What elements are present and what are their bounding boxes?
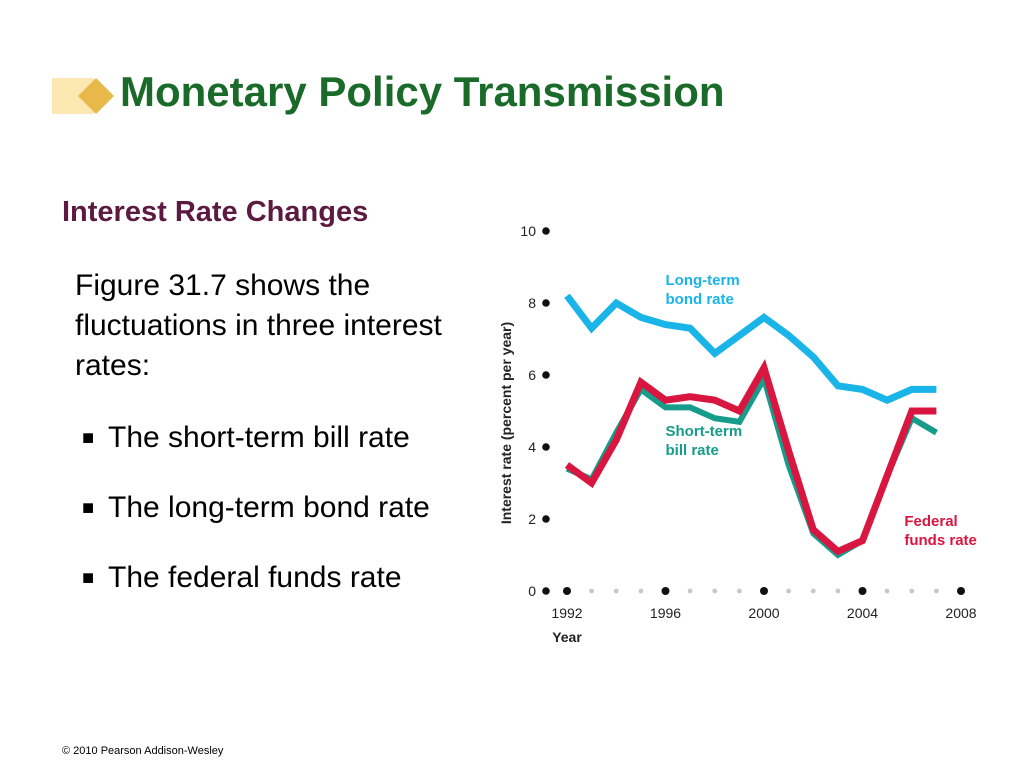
x-minor-dot [712,588,718,594]
y-tick-dot [542,515,550,523]
bullet-list: ■ The short-term bill rate ■ The long-te… [82,418,430,628]
series-label: bill rate [666,442,719,459]
x-tick-label: 2008 [945,605,976,621]
series-label: Long-term [666,272,740,289]
x-minor-dot [884,588,890,594]
series-label: Short-term [666,423,743,440]
series-label: bond rate [666,291,734,308]
bullet-item: ■ The short-term bill rate [82,418,430,488]
y-tick-dot [542,227,550,235]
x-minor-dot [589,588,595,594]
x-tick-dot [563,587,571,595]
y-tick-label: 8 [528,295,536,311]
y-tick-label: 6 [528,367,536,383]
x-tick-label: 2000 [748,605,779,621]
y-tick-dot [542,299,550,307]
y-tick-dot [542,587,550,595]
bullet-square-icon: ■ [82,567,95,589]
series-line-short-term-bill-rate [565,370,938,559]
x-axis: 1992 1996 2000 2004 2008 Year [551,587,977,645]
bullet-item: ■ The federal funds rate [82,558,430,628]
y-tick-dot [542,443,550,451]
series-label: Federal [904,513,957,530]
slide-logo [52,78,114,114]
y-tick-label: 2 [528,511,536,527]
y-tick-label: 0 [528,583,536,599]
y-tick-label: 4 [528,439,536,455]
x-minor-dot [810,588,816,594]
x-minor-dot [786,588,792,594]
x-minor-dot [909,588,915,594]
x-tick-dot [760,587,768,595]
series-line-federal-funds-rate [564,358,937,556]
series-label: funds rate [904,532,977,549]
x-minor-dot [687,588,693,594]
copyright-footer: © 2010 Pearson Addison-Wesley [62,745,224,757]
x-minor-dot [933,588,939,594]
y-tick-dot [542,371,550,379]
series-labels: Long-term bond rate Short-term bill rate Fed… [666,272,977,549]
x-tick-dot [957,587,965,595]
series-line-long-term-bond-rate [564,293,937,405]
y-axis: 0 2 4 6 8 10 Interest rate (percent per year) [498,223,550,599]
slide-title: Monetary Policy Transmission [120,68,725,115]
bullet-text: The federal funds rate [108,561,402,594]
x-minor-dot [638,588,644,594]
intro-text: Figure 31.7 shows the fluctuations in th… [75,269,442,382]
y-tick-label: 10 [520,223,536,239]
slide-subtitle: Interest Rate Changes [62,196,369,228]
bullet-item: ■ The long-term bond rate [82,488,430,558]
bullet-text: The long-term bond rate [108,491,430,524]
x-tick-dot [858,587,867,595]
y-axis-title: Interest rate (percent per year) [498,322,514,524]
x-tick-label: 1996 [650,605,681,621]
x-minor-dot [736,588,742,594]
x-tick-label: 2004 [847,605,878,621]
chart-series [564,293,938,559]
x-minor-dot [835,588,841,594]
logo-diamond [78,78,114,114]
x-tick-label: 1992 [551,605,582,621]
x-axis-title: Year [552,629,582,645]
x-minor-dot [613,588,619,594]
bullet-square-icon: ■ [82,497,95,519]
bullet-square-icon: ■ [82,427,95,449]
x-tick-dot [661,587,670,595]
bullet-text: The short-term bill rate [108,421,410,454]
